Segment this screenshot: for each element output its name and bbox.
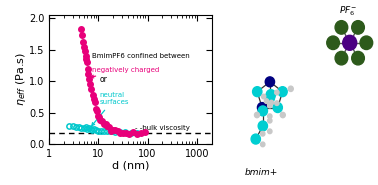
Circle shape (273, 102, 282, 112)
Circle shape (251, 134, 260, 144)
Circle shape (327, 36, 339, 50)
Circle shape (254, 112, 259, 118)
Text: BmimPF6 confined between: BmimPF6 confined between (92, 53, 190, 59)
Circle shape (260, 142, 265, 147)
Circle shape (258, 121, 268, 131)
Circle shape (280, 112, 285, 118)
Circle shape (360, 36, 373, 50)
Circle shape (264, 99, 269, 103)
Circle shape (268, 118, 272, 123)
X-axis label: d (nm): d (nm) (112, 161, 149, 171)
Circle shape (335, 21, 348, 34)
Circle shape (253, 87, 262, 97)
Circle shape (275, 101, 279, 105)
Circle shape (265, 77, 274, 87)
Circle shape (288, 86, 293, 91)
Circle shape (266, 90, 276, 100)
Circle shape (335, 51, 348, 65)
Circle shape (258, 106, 268, 116)
Circle shape (257, 102, 267, 112)
Circle shape (352, 51, 364, 65)
Circle shape (265, 93, 274, 103)
Text: bmim+: bmim+ (245, 168, 278, 177)
Circle shape (275, 90, 279, 95)
Text: or: or (99, 75, 107, 84)
Circle shape (268, 129, 272, 134)
Text: neutral
surfaces: neutral surfaces (92, 92, 129, 126)
Circle shape (262, 94, 266, 99)
Circle shape (269, 100, 274, 105)
Text: negatively charged: negatively charged (91, 67, 160, 78)
Circle shape (343, 35, 357, 50)
Circle shape (268, 114, 272, 119)
Y-axis label: $\eta_{eff}$ (Pa.s): $\eta_{eff}$ (Pa.s) (14, 53, 28, 106)
Text: - -bulk viscosity: - -bulk viscosity (135, 125, 190, 131)
Circle shape (268, 103, 272, 108)
Circle shape (260, 131, 265, 136)
Circle shape (352, 21, 364, 34)
Text: PF$_6^-$: PF$_6^-$ (339, 4, 357, 18)
Circle shape (278, 87, 287, 97)
